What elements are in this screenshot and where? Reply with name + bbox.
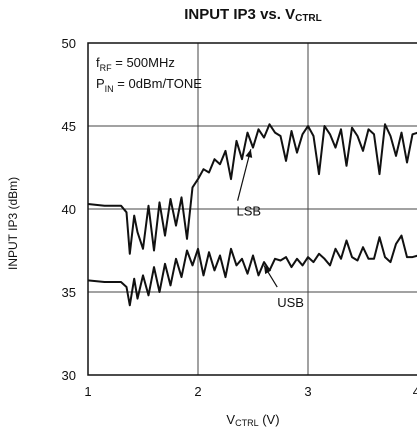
y-tick-label: 40 [62, 202, 76, 217]
y-tick-label: 50 [62, 36, 76, 51]
series-arrow-lsb [237, 149, 252, 201]
series-arrowhead-lsb [245, 149, 253, 158]
y-tick-label: 45 [62, 119, 76, 134]
y-tick-label: 30 [62, 368, 76, 383]
series-line-usb [87, 234, 417, 307]
series-label-lsb: LSB [237, 204, 262, 219]
chart-title: INPUT IP3 vs. VCTRL [184, 6, 322, 24]
condition-label: fRF = 500MHz [96, 55, 175, 73]
plot-frame [87, 42, 417, 376]
x-axis-label: VCTRL (V) [226, 412, 280, 428]
x-tick-label: 3 [304, 384, 311, 399]
condition-label: PIN = 0dBm/TONE [96, 76, 202, 94]
x-tick-label: 1 [84, 384, 91, 399]
x-tick-label: 4 [413, 384, 417, 399]
series-line-lsb [87, 123, 417, 255]
series-label-usb: USB [277, 295, 304, 310]
series-arrowhead-usb [264, 265, 272, 275]
x-tick-label: 2 [194, 384, 201, 399]
y-tick-label: 35 [62, 285, 76, 300]
